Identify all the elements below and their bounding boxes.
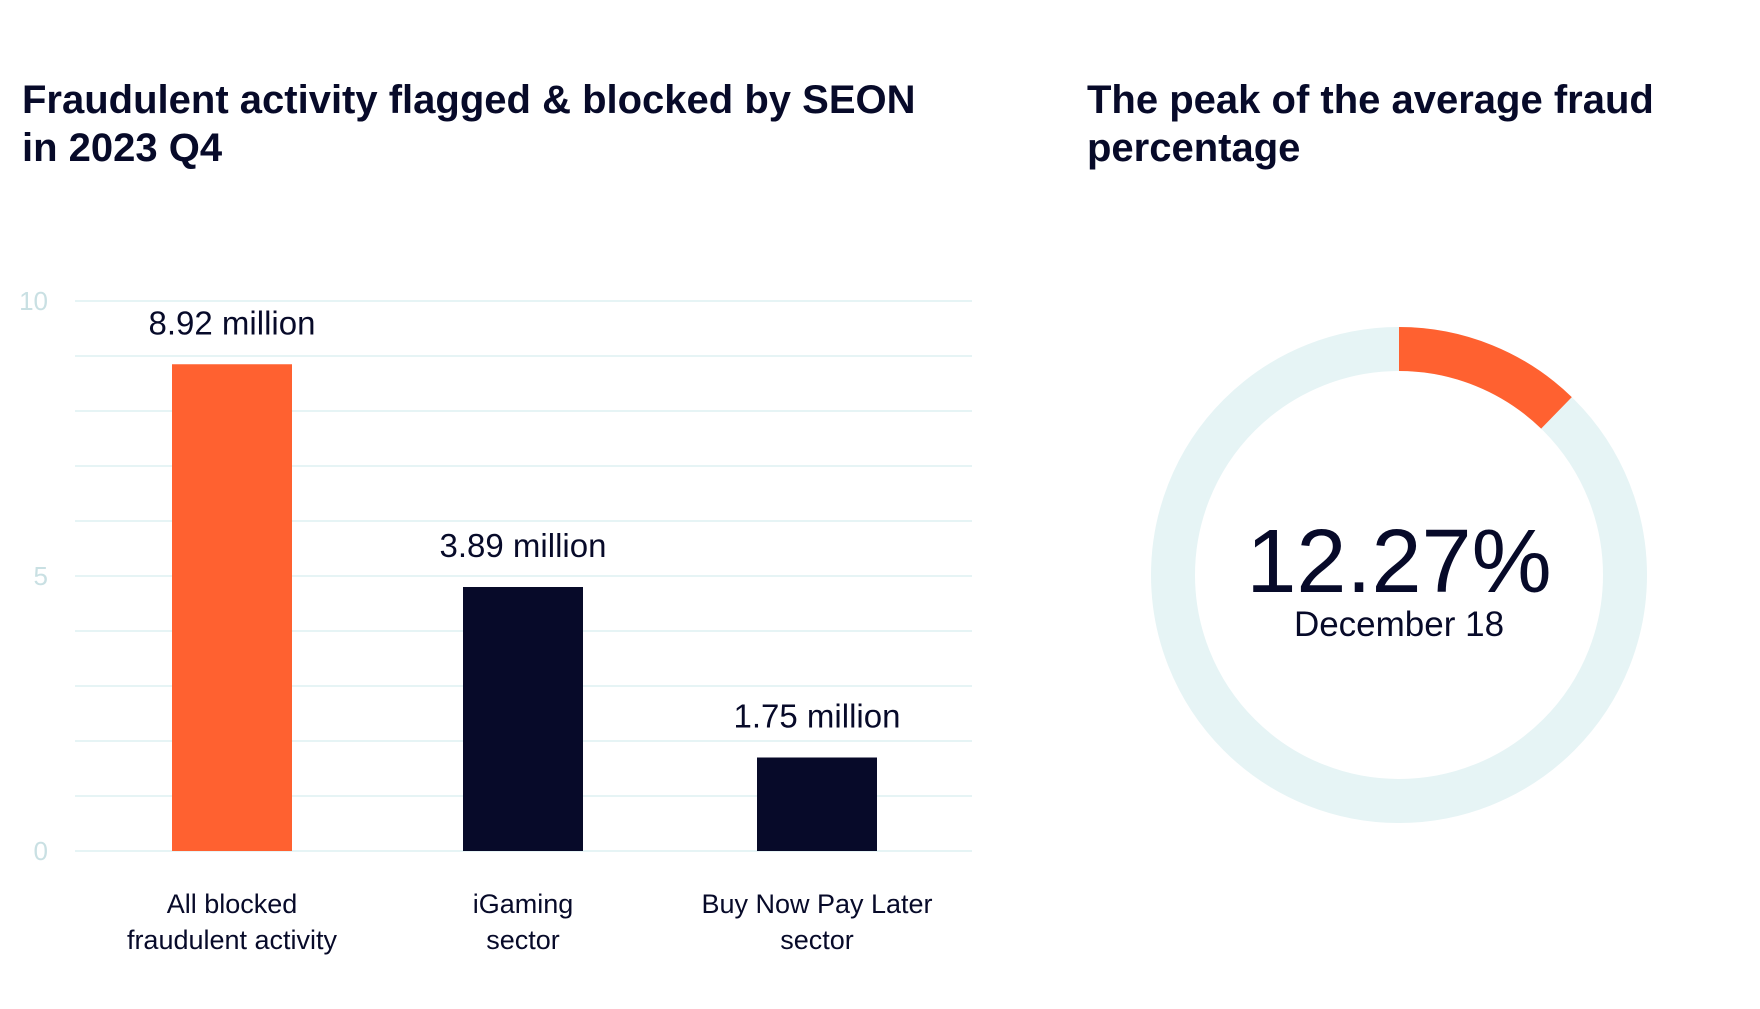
- x-category-label: All blocked: [167, 889, 298, 919]
- bar: [757, 757, 877, 851]
- bar-data-label: 3.89 million: [440, 527, 607, 564]
- x-category-label: Buy Now Pay Later: [701, 889, 932, 919]
- x-category-label: sector: [486, 925, 560, 955]
- x-category-label: fraudulent activity: [127, 925, 338, 955]
- donut-value-arc: [1398, 327, 1572, 429]
- y-tick-label: 5: [34, 561, 48, 591]
- bar: [172, 364, 292, 851]
- y-tick-label: 0: [34, 836, 48, 866]
- x-category-label: sector: [780, 925, 854, 955]
- bar-data-label: 8.92 million: [149, 304, 316, 341]
- bar-chart-title: Fraudulent activity flagged & blocked by…: [22, 78, 916, 170]
- y-tick-label: 10: [19, 286, 48, 316]
- donut-chart-title: The peak of the average fraud percentage: [1087, 78, 1654, 170]
- x-category-label: iGaming: [473, 889, 574, 919]
- donut-center-value: 12.27%: [1246, 512, 1551, 612]
- bar-data-label: 1.75 million: [734, 698, 901, 735]
- donut-center-label: December 18: [1294, 605, 1504, 644]
- bar: [463, 587, 583, 851]
